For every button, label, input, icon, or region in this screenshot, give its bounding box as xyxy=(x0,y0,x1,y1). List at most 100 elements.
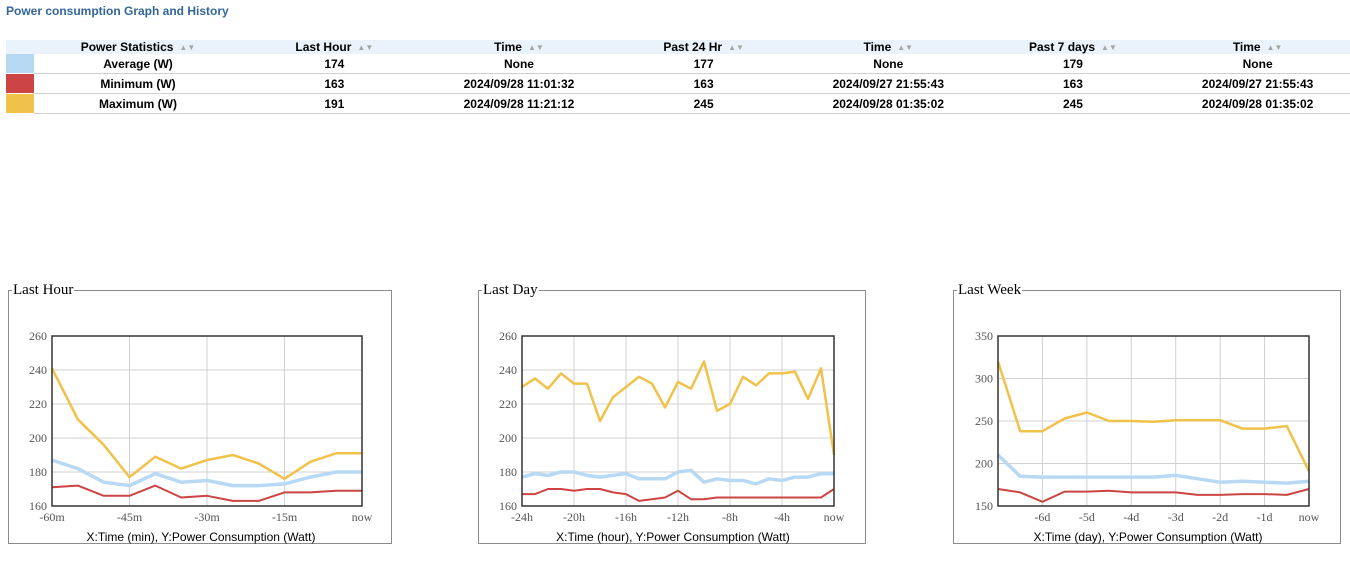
last-hour-chart: 160 180 200 220 240 260 -60m -45m -30m -15m now xyxy=(29,329,373,524)
x-tick-label: -45m xyxy=(117,510,143,524)
plot-frame xyxy=(51,335,363,507)
last-week-panel: Last Week 150 200 250 300 350 -6d -5d -4d -3d -2d… xyxy=(953,282,1341,544)
column-header-time-hour[interactable]: Time ▲▼ xyxy=(426,39,612,54)
x-tick-label: now xyxy=(824,510,845,524)
column-header-power-statistics[interactable]: Power Statistics ▲▼ xyxy=(34,40,242,54)
maximum-series-line xyxy=(996,361,1311,472)
sort-arrows-icon: ▲▼ xyxy=(728,42,744,52)
column-header-last-hour[interactable]: Last Hour ▲▼ xyxy=(242,40,427,54)
column-header-time-week[interactable]: Time ▲▼ xyxy=(1165,40,1350,54)
table-cell: 245 xyxy=(980,93,1166,114)
x-tick-label: -2d xyxy=(1212,510,1228,524)
table-row-maximum: Maximum (W) 191 2024/09/28 11:21:12 245 … xyxy=(6,93,1350,114)
y-tick-label: 160 xyxy=(29,499,47,513)
y-tick-labels: 160 180 200 220 240 260 xyxy=(499,329,517,513)
sort-arrows-icon: ▲▼ xyxy=(357,42,374,52)
plot-frame xyxy=(521,335,835,507)
maximum-series-line xyxy=(50,367,362,481)
last-day-chart: 160 180 200 220 240 260 -24h -20h -16h -12h -8h -4h… xyxy=(499,329,845,524)
last-hour-panel: Last Hour 160 180 200 220 240 260 -60m -45m -30m… xyxy=(8,282,392,544)
table-row-average: Average (W) 174 None 177 None 179 None xyxy=(6,54,1350,74)
column-header-label: Past 24 Hr xyxy=(663,39,723,54)
column-header-time-day[interactable]: Time ▲▼ xyxy=(795,39,981,54)
sort-arrows-icon: ▲▼ xyxy=(1266,42,1283,52)
y-tick-label: 300 xyxy=(975,372,993,386)
minimum-series-line xyxy=(522,488,835,502)
sort-arrows-icon: ▲▼ xyxy=(179,42,196,52)
table-cell: None xyxy=(1165,54,1350,74)
plot-frame xyxy=(997,335,1310,507)
sort-arrows-icon: ▲▼ xyxy=(527,42,544,52)
table-cell: 2024/09/28 11:21:12 xyxy=(426,93,612,114)
y-tick-label: 350 xyxy=(975,329,993,343)
chart-series-group xyxy=(50,367,362,502)
chart-axis-caption: X:Time (hour), Y:Power Consumption (Watt… xyxy=(556,530,790,544)
table-header-row: Power Statistics ▲▼ Last Hour ▲▼ Time ▲▼ Pa… xyxy=(6,40,1350,54)
y-tick-labels: 160 180 200 220 240 260 xyxy=(29,329,47,513)
y-tick-label: 150 xyxy=(975,499,993,513)
table-cell: 174 xyxy=(242,54,427,74)
y-tick-label: 180 xyxy=(499,465,517,479)
last-week-chart: 150 200 250 300 350 -6d -5d -4d -3d -2d -1d now xyxy=(975,329,1320,524)
minimum-color-swatch xyxy=(6,73,34,94)
y-tick-label: 240 xyxy=(29,363,47,377)
row-label: Average (W) xyxy=(34,54,242,74)
x-tick-label: -1d xyxy=(1257,510,1273,524)
x-tick-label: -30m xyxy=(194,510,220,524)
table-cell: 245 xyxy=(611,93,796,114)
column-header-label: Time xyxy=(1232,39,1261,54)
table-cell: 179 xyxy=(980,54,1166,74)
panel-title: Last Day xyxy=(483,282,538,298)
y-tick-label: 220 xyxy=(499,397,517,411)
last-day-panel: Last Day 160 180 200 220 240 260 -24h -20h -16h -… xyxy=(478,282,866,544)
table-cell: 163 xyxy=(980,73,1166,94)
maximum-series-line xyxy=(521,360,836,456)
x-tick-label: now xyxy=(1299,510,1320,524)
table-cell: None xyxy=(795,54,981,74)
x-tick-label: -3d xyxy=(1168,510,1184,524)
column-header-past-7-days[interactable]: Past 7 days ▲▼ xyxy=(980,39,1166,54)
y-tick-label: 250 xyxy=(975,414,993,428)
column-header-label: Time xyxy=(863,39,892,54)
y-tick-label: 200 xyxy=(29,431,47,445)
table-cell: 2024/09/27 21:55:43 xyxy=(795,73,981,94)
minimum-series-line xyxy=(997,488,1310,503)
sort-arrows-icon: ▲▼ xyxy=(897,42,914,52)
maximum-color-swatch xyxy=(6,93,34,114)
page-title: Power consumption Graph and History xyxy=(6,4,229,18)
x-tick-label: -4d xyxy=(1123,510,1139,524)
table-cell: 2024/09/28 01:35:02 xyxy=(795,93,981,114)
x-tick-labels: -24h -20h -16h -12h -8h -4h now xyxy=(511,510,845,524)
column-header-label: Last Hour xyxy=(295,39,352,54)
column-header-label: Power Statistics xyxy=(80,39,174,54)
chart-series-group xyxy=(996,361,1311,503)
table-cell: None xyxy=(426,54,612,74)
x-tick-label: -15m xyxy=(272,510,298,524)
column-header-label: Past 7 days xyxy=(1029,39,1096,54)
table-cell: 2024/09/27 21:55:43 xyxy=(1165,73,1350,94)
x-tick-label: -4h xyxy=(774,510,790,524)
x-tick-label: -5d xyxy=(1079,510,1095,524)
y-tick-labels: 150 200 250 300 350 xyxy=(975,329,993,513)
table-cell: 163 xyxy=(242,73,427,94)
x-tick-label: -12h xyxy=(667,510,689,524)
table-cell: 163 xyxy=(611,73,796,94)
row-label: Maximum (W) xyxy=(34,93,242,114)
y-tick-label: 200 xyxy=(499,431,517,445)
row-label: Minimum (W) xyxy=(34,73,242,94)
x-tick-label: -8h xyxy=(722,510,738,524)
x-tick-label: -24h xyxy=(511,510,533,524)
average-series-line xyxy=(521,468,834,486)
x-tick-label: -16h xyxy=(615,510,637,524)
chart-series-group xyxy=(521,360,836,502)
panel-title: Last Hour xyxy=(13,282,74,298)
table-cell: 177 xyxy=(611,54,796,74)
sort-arrows-icon: ▲▼ xyxy=(1101,42,1117,52)
y-tick-label: 240 xyxy=(499,363,517,377)
x-tick-label: now xyxy=(352,510,373,524)
column-header-past-24-hr[interactable]: Past 24 Hr ▲▼ xyxy=(611,40,796,54)
x-tick-label: -60m xyxy=(39,510,65,524)
x-tick-label: -20h xyxy=(563,510,585,524)
column-header-label: Time xyxy=(494,39,522,54)
swatch-column-header xyxy=(6,40,34,54)
